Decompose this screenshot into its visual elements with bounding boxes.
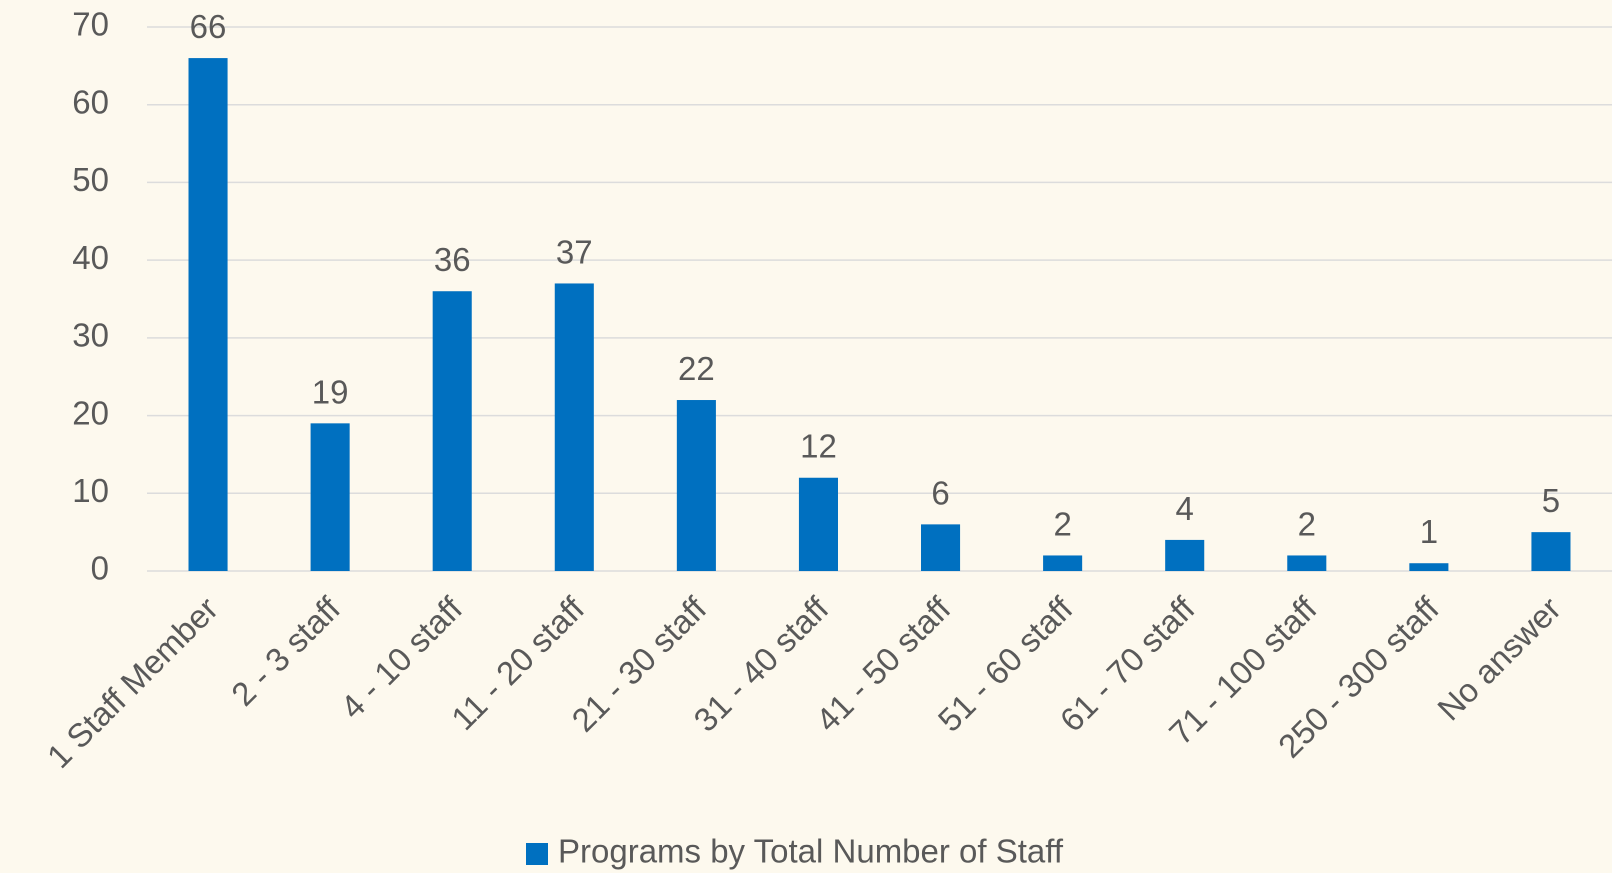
legend-label: Programs by Total Number of Staff [558,833,1064,870]
y-tick-label: 70 [72,6,109,43]
y-tick-label: 20 [72,394,109,431]
bar [310,423,350,571]
data-label: 5 [1542,482,1560,519]
data-label: 2 [1298,505,1316,542]
bar [921,524,961,571]
data-label: 19 [312,373,349,410]
y-tick-label: 50 [72,161,109,198]
data-label: 2 [1053,505,1071,542]
x-tick-label: 2 - 3 staff [224,589,348,713]
bar [554,283,594,571]
data-label: 6 [931,474,949,511]
x-tick-label: No answer [1430,590,1568,728]
x-tick-label: 1 Staff Member [40,590,225,775]
y-tick-label: 10 [72,472,109,509]
bar [1043,555,1083,571]
data-label: 37 [556,233,593,270]
legend-swatch [526,843,548,865]
data-label: 22 [678,350,715,387]
bar [798,477,838,571]
bar [188,58,228,572]
legend: Programs by Total Number of Staff [526,833,1064,870]
bar [1409,563,1449,571]
y-tick-label: 30 [72,317,109,354]
bar [1165,539,1205,571]
data-label: 66 [190,8,227,45]
data-label: 36 [434,241,471,278]
y-tick-label: 60 [72,83,109,120]
bar [1531,532,1571,571]
bar [432,291,472,571]
y-tick-label: 40 [72,239,109,276]
y-tick-label: 0 [91,550,109,587]
data-label: 4 [1176,490,1194,527]
data-label: 12 [800,428,837,465]
data-label: 1 [1420,513,1438,550]
bar [1287,555,1327,571]
bar [676,400,716,571]
